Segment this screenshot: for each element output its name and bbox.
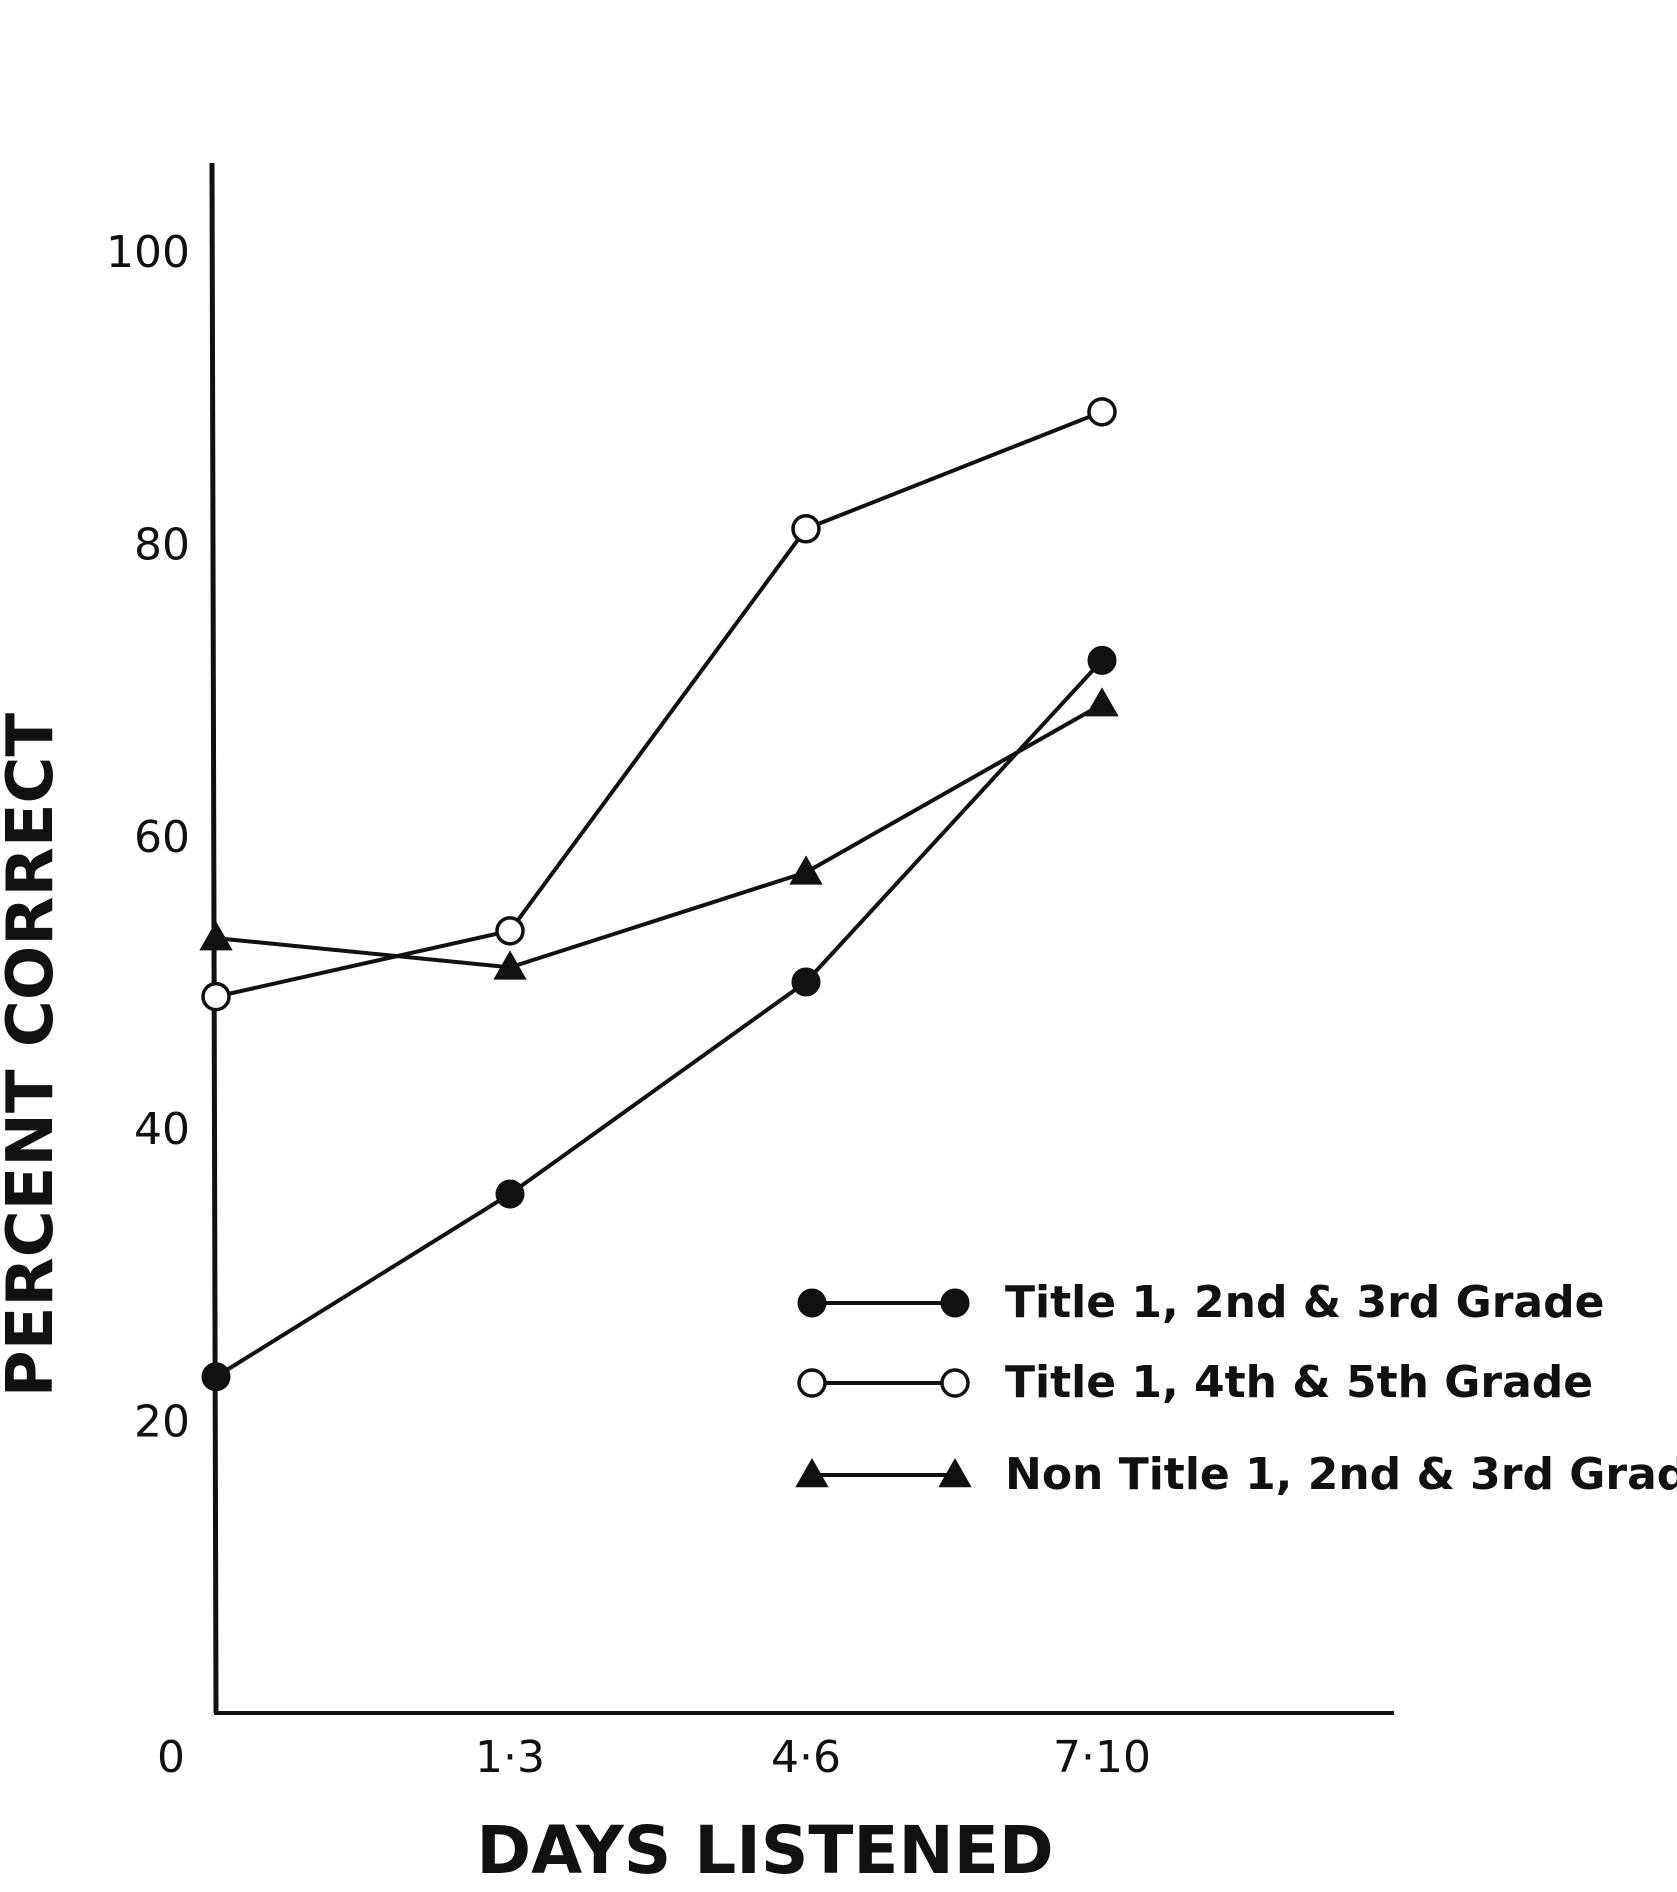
data-point xyxy=(1085,687,1119,717)
legend-marker-left xyxy=(797,1368,827,1398)
y-axis-title: PERCENT CORRECT xyxy=(0,712,68,1397)
legend: Title 1, 2nd & 3rd Grade Title 1, 4th & 5… xyxy=(795,1277,1677,1500)
x-tick-label: 0 xyxy=(157,1732,185,1783)
series-2 xyxy=(201,397,1117,1012)
data-point xyxy=(791,514,821,544)
y-tick-labels: 20 40 60 80 100 xyxy=(106,227,190,1448)
data-point xyxy=(1087,645,1117,675)
x-tick-label: 4·6 xyxy=(771,1732,841,1783)
y-tick-label: 100 xyxy=(106,227,190,278)
legend-marker-left xyxy=(795,1458,829,1488)
data-point xyxy=(791,967,821,997)
legend-label: Non Title 1, 2nd & 3rd Grade xyxy=(1005,1449,1677,1500)
y-tick-label: 80 xyxy=(134,519,190,570)
series-line xyxy=(215,409,1103,999)
legend-label: Title 1, 2nd & 3rd Grade xyxy=(1005,1277,1604,1328)
legend-marker-left xyxy=(797,1288,827,1318)
data-point xyxy=(789,855,823,885)
legend-marker-right xyxy=(940,1368,970,1398)
y-tick-label: 60 xyxy=(134,812,190,863)
data-point xyxy=(201,981,231,1012)
series-1 xyxy=(201,645,1117,1392)
series-3 xyxy=(199,687,1119,980)
series-layer xyxy=(199,397,1119,1392)
legend-item: Non Title 1, 2nd & 3rd Grade xyxy=(795,1449,1677,1500)
y-tick-label: 40 xyxy=(134,1104,190,1155)
x-tick-labels: 0 1·3 4·6 7·10 xyxy=(157,1732,1151,1783)
data-point xyxy=(495,1179,525,1209)
x-tick-label: 1·3 xyxy=(475,1732,545,1783)
legend-marker-right xyxy=(940,1288,970,1318)
legend-item: Title 1, 2nd & 3rd Grade xyxy=(797,1277,1604,1328)
series-line xyxy=(215,702,1103,970)
data-point xyxy=(1087,397,1117,427)
data-point xyxy=(199,921,233,951)
data-point xyxy=(201,1362,231,1392)
x-tick-label: 7·10 xyxy=(1053,1732,1151,1783)
legend-label: Title 1, 4th & 5th Grade xyxy=(1005,1357,1593,1408)
legend-marker-right xyxy=(938,1458,972,1488)
data-point xyxy=(493,950,527,980)
series-line xyxy=(214,659,1104,1379)
x-axis-title: DAYS LISTENED xyxy=(476,1812,1053,1889)
data-point xyxy=(495,916,525,946)
legend-item: Title 1, 4th & 5th Grade xyxy=(797,1357,1593,1408)
y-tick-label: 20 xyxy=(134,1397,190,1448)
